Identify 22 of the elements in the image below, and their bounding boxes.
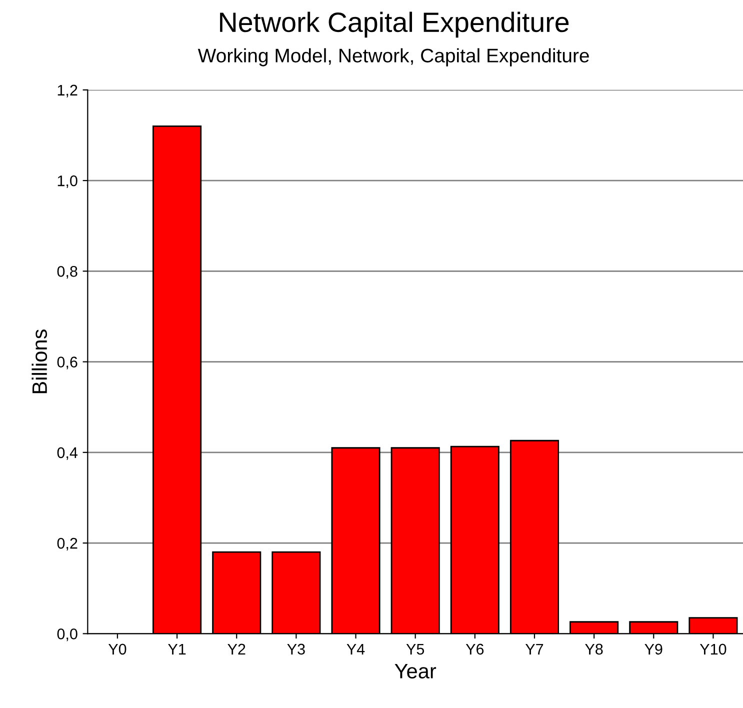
- x-axis-title: Year: [394, 664, 436, 678]
- y-tick-label: 0,4: [57, 447, 78, 460]
- x-tick-label: Y9: [644, 644, 662, 655]
- x-tick-label: Y8: [585, 644, 603, 655]
- x-tick-label: Y2: [228, 644, 246, 654]
- x-tick-label: Y0: [108, 644, 126, 655]
- chart-subtitle: Working Model, Network, Capital Expenditure: [198, 48, 589, 66]
- x-tick-label: Y10: [700, 644, 726, 655]
- y-axis-title: Billions: [32, 330, 48, 394]
- x-tick-label: Y5: [406, 644, 424, 655]
- y-tick-label: 1,0: [58, 175, 78, 188]
- y-tick-label: 0,8: [57, 266, 78, 279]
- x-tick-label: Y4: [346, 644, 365, 654]
- x-tick-label: Y6: [466, 644, 484, 655]
- y-tick-label: 0,6: [57, 356, 78, 370]
- y-tick-label: 0,2: [57, 538, 78, 551]
- x-tick-label: Y3: [287, 644, 305, 655]
- y-tick-label: 1,2: [58, 84, 78, 98]
- chart-title: Network Capital Expenditure: [220, 12, 569, 38]
- y-tick-label: 0,0: [57, 628, 78, 642]
- x-tick-label: Y7: [525, 644, 544, 654]
- x-tick-label: Y1: [168, 644, 186, 654]
